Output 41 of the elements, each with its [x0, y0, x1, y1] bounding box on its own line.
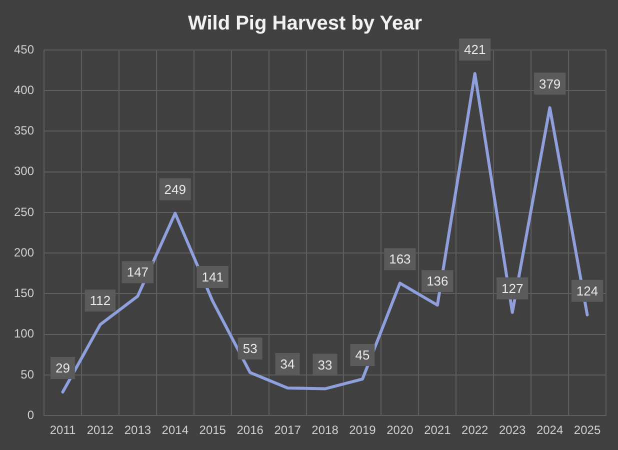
x-tick-label: 2015	[199, 423, 226, 438]
x-tick-label: 2019	[349, 423, 376, 438]
data-label: 34	[280, 356, 295, 372]
data-label: 163	[389, 252, 411, 267]
x-tick-label: 2024	[536, 423, 564, 438]
data-label: 421	[464, 42, 486, 58]
x-tick-label: 2016	[236, 423, 264, 438]
y-tick-label: 150	[14, 286, 34, 300]
chart-title: Wild Pig Harvest by Year	[188, 12, 422, 35]
x-tick-label: 2017	[274, 423, 302, 438]
data-label: 147	[126, 264, 149, 280]
y-tick-label: 400	[14, 82, 34, 97]
data-label: 53	[242, 341, 258, 356]
data-label: 124	[576, 283, 598, 298]
data-label: 249	[164, 182, 186, 197]
x-tick-label: 2012	[86, 423, 114, 438]
y-tick-label: 450	[14, 42, 34, 56]
x-tick-label: 2020	[386, 423, 414, 438]
data-label: 45	[355, 348, 370, 363]
data-label: 127	[501, 281, 524, 296]
y-tick-label: 0	[27, 408, 34, 422]
data-label: 141	[202, 270, 224, 285]
y-tick-label: 50	[20, 367, 34, 382]
x-tick-label: 2013	[124, 423, 152, 438]
x-tick-label: 2023	[498, 423, 526, 438]
x-tick-label: 2022	[462, 423, 489, 438]
data-label: 379	[538, 76, 561, 92]
y-tick-label: 250	[14, 204, 34, 219]
x-tick-label: 2011	[50, 423, 76, 438]
y-tick-label: 200	[14, 245, 34, 260]
x-tick-label: 2025	[574, 423, 601, 438]
y-tick-label: 100	[14, 326, 34, 341]
x-tick-label: 2021	[424, 423, 452, 438]
x-tick-label: 2018	[312, 423, 339, 438]
y-tick-label: 350	[14, 124, 34, 138]
data-label: 29	[56, 360, 70, 376]
y-tick-label: 300	[14, 164, 34, 178]
data-label: 33	[318, 357, 332, 372]
data-label: 112	[90, 293, 111, 308]
x-tick-label: 2014	[162, 423, 189, 438]
data-label: 136	[426, 274, 448, 289]
